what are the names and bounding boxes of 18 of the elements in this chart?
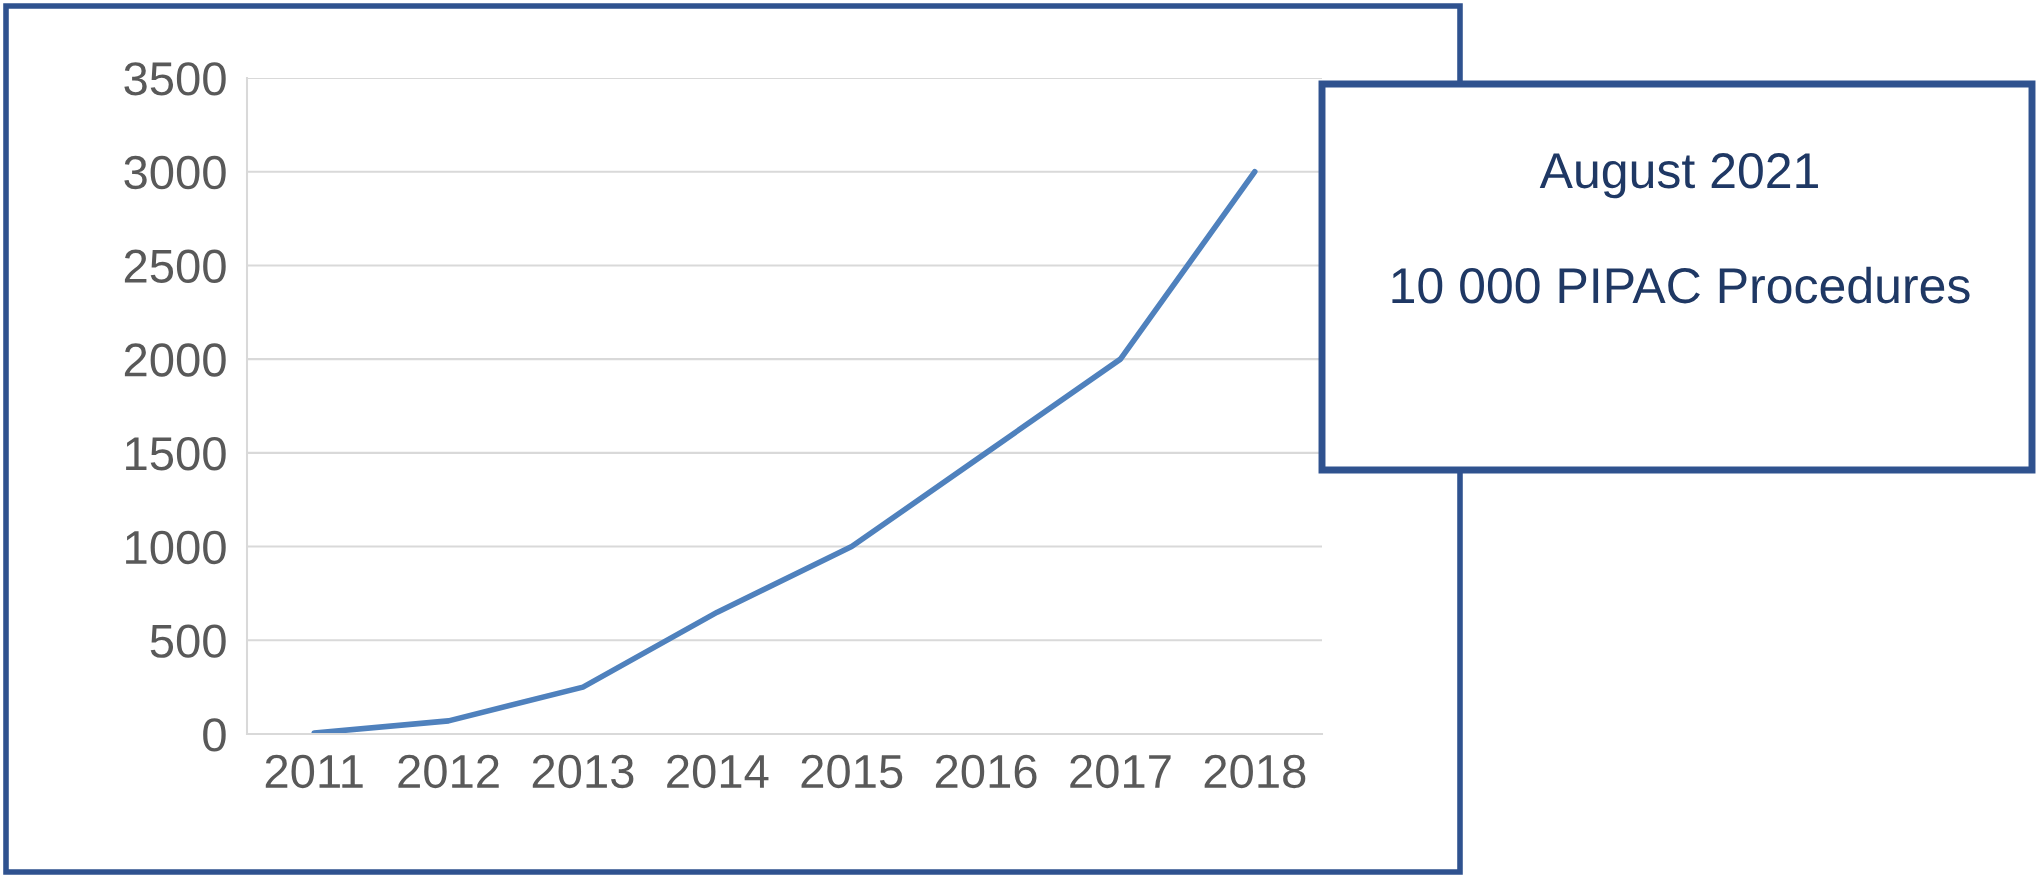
y-tick-label: 3500 xyxy=(124,62,226,96)
y-tick-label: 2500 xyxy=(124,249,226,283)
text: August 2021 xyxy=(1539,153,1818,199)
y-tick-label: 2000 xyxy=(124,343,226,377)
y-tick-label: 1500 xyxy=(126,436,226,471)
x-tick-label: 2013 xyxy=(532,754,634,789)
x-tick-label: 2016 xyxy=(935,754,1037,789)
x-tick-label: 2017 xyxy=(1070,754,1171,789)
y-tick-label: 1000 xyxy=(126,530,226,565)
x-tick-label: 2018 xyxy=(1204,754,1306,789)
y-tick-label: 500 xyxy=(150,624,226,658)
y-tick-label: 0 xyxy=(203,718,226,752)
x-tick-label: 2015 xyxy=(801,754,903,789)
x-tick-label: 2014 xyxy=(667,754,769,789)
y-tick-label: 3000 xyxy=(124,155,226,190)
text: 10 000 PIPAC Procedures xyxy=(1392,266,1970,304)
x-tick-label: 2011 xyxy=(265,754,363,789)
x-tick-label: 2012 xyxy=(398,754,499,789)
